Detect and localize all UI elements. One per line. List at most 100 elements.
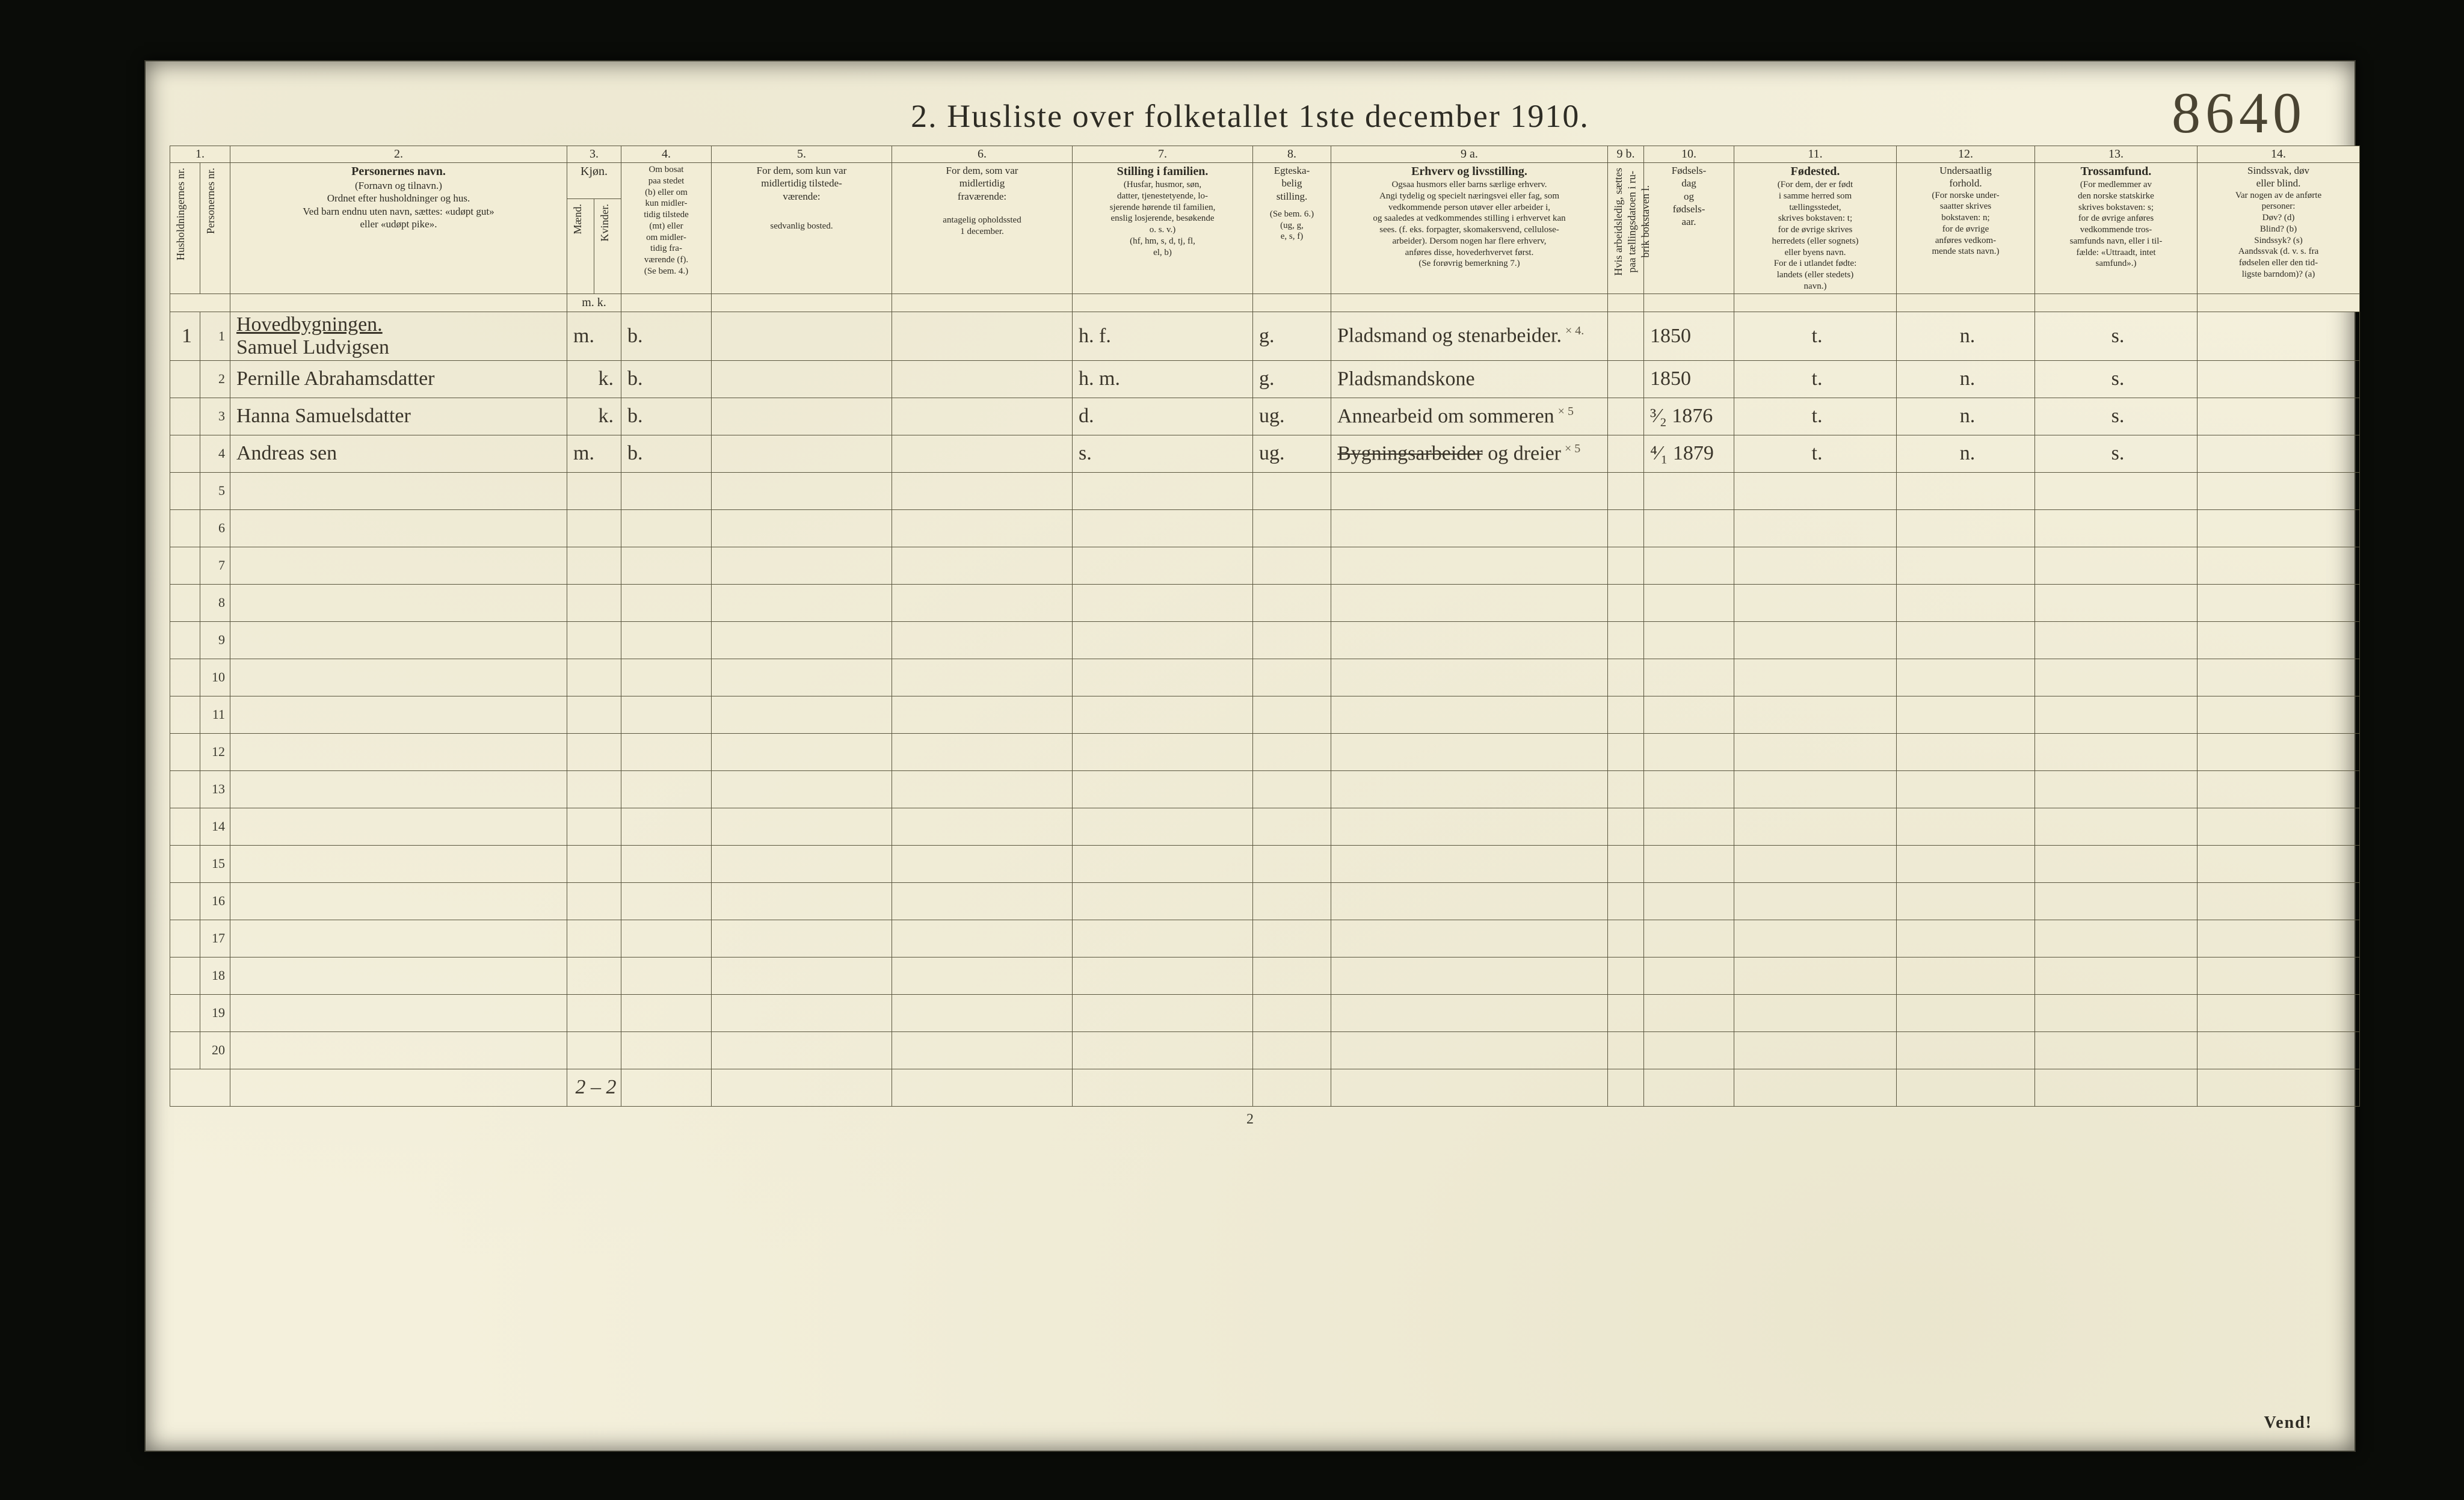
colnum-7: 7. bbox=[1073, 146, 1253, 163]
cell-c14 bbox=[2198, 398, 2360, 435]
column-header-row: Husholdningernes nr. Personernes nr. Per… bbox=[170, 163, 2360, 199]
cell-res: b. bbox=[621, 312, 712, 360]
table-row: 5 bbox=[170, 472, 2360, 509]
cell-hh: 1 bbox=[170, 312, 200, 360]
cell-marital: g. bbox=[1253, 360, 1331, 398]
footer-page-number: 2 bbox=[170, 1111, 2330, 1128]
column-header-row-3: m. k. bbox=[170, 294, 2360, 312]
cell-rownum: 2 bbox=[200, 360, 230, 398]
table-row: 8 bbox=[170, 584, 2360, 621]
cell-birthplace: t. bbox=[1734, 360, 1897, 398]
table-row: 12 bbox=[170, 733, 2360, 770]
cell-c5 bbox=[712, 435, 892, 472]
data-rows: 1 1 Hovedbygningen. Samuel Ludvigsen m. … bbox=[170, 312, 2360, 1106]
header-disability: Sindssvak, døv eller blind. Var nogen av… bbox=[2198, 163, 2360, 294]
cell-birth: 1850 bbox=[1644, 360, 1734, 398]
cell-name: Andreas sen bbox=[230, 435, 567, 472]
colnum-10: 10. bbox=[1644, 146, 1734, 163]
sum-row: 2 – 2 bbox=[170, 1069, 2360, 1106]
cell-birth: ⁴⁄₁ 1879 bbox=[1644, 435, 1734, 472]
cell-marital: ug. bbox=[1253, 398, 1331, 435]
header-residence: Om bosat paa stedet (b) eller om kun mid… bbox=[621, 163, 712, 294]
cell-res: b. bbox=[621, 360, 712, 398]
table-row: 4 Andreas sen m. b. s. ug. Bygningsarbei… bbox=[170, 435, 2360, 472]
table-row: 15 bbox=[170, 845, 2360, 882]
colnum-12: 12. bbox=[1897, 146, 2035, 163]
cell-occupation: Pladsmandskone bbox=[1331, 360, 1608, 398]
cell-sex: k. bbox=[567, 360, 621, 398]
table-row: 16 bbox=[170, 882, 2360, 920]
cell-nationality: n. bbox=[1897, 312, 2035, 360]
census-paper: 8640 2. Husliste over folketallet 1ste d… bbox=[144, 60, 2356, 1452]
page-title: 2. Husliste over folketallet 1ste decemb… bbox=[170, 97, 2330, 135]
cell-birthplace: t. bbox=[1734, 398, 1897, 435]
cell-nationality: n. bbox=[1897, 360, 2035, 398]
cell-sex: m. bbox=[567, 312, 621, 360]
cell-c9b bbox=[1608, 435, 1644, 472]
cell-faith: s. bbox=[2035, 435, 2198, 472]
cell-res: b. bbox=[621, 435, 712, 472]
colnum-5: 5. bbox=[712, 146, 892, 163]
cell-hh bbox=[170, 360, 200, 398]
cell-rownum: 3 bbox=[200, 398, 230, 435]
table-row: 17 bbox=[170, 920, 2360, 957]
cell-c6 bbox=[892, 435, 1073, 472]
table-row: 1 1 Hovedbygningen. Samuel Ludvigsen m. … bbox=[170, 312, 2360, 360]
table-row: 10 bbox=[170, 659, 2360, 696]
column-number-row: 1. 2. 3. 4. 5. 6. 7. 8. 9 a. 9 b. 10. 11… bbox=[170, 146, 2360, 163]
census-table: 1. 2. 3. 4. 5. 6. 7. 8. 9 a. 9 b. 10. 11… bbox=[170, 146, 2360, 1107]
cell-c6 bbox=[892, 398, 1073, 435]
cell-c9b bbox=[1608, 398, 1644, 435]
cell-occupation: Bygningsarbeider og dreier× 5 bbox=[1331, 435, 1608, 472]
cell-rownum: 4 bbox=[200, 435, 230, 472]
header-nationality: Undersaatlig forhold. (For norske under-… bbox=[1897, 163, 2035, 294]
cell-c5 bbox=[712, 312, 892, 360]
table-row: 9 bbox=[170, 621, 2360, 659]
cell-occupation: Pladsmand og stenarbeider.× 4. bbox=[1331, 312, 1608, 360]
cell-occupation: Annearbeid om sommeren× 5 bbox=[1331, 398, 1608, 435]
colnum-1: 1. bbox=[170, 146, 230, 163]
table-row: 18 bbox=[170, 957, 2360, 994]
header-temp-present: For dem, som kun var midlertidig tilsted… bbox=[712, 163, 892, 294]
cell-sex: k. bbox=[567, 398, 621, 435]
header-temp-absent: For dem, som var midlertidig fraværende:… bbox=[892, 163, 1073, 294]
header-name: Personernes navn. (Fornavn og tilnavn.) … bbox=[230, 163, 567, 294]
cell-c14 bbox=[2198, 360, 2360, 398]
header-household-no: Husholdningernes nr. bbox=[170, 163, 200, 294]
cell-c5 bbox=[712, 360, 892, 398]
colnum-14: 14. bbox=[2198, 146, 2360, 163]
cell-faith: s. bbox=[2035, 398, 2198, 435]
colnum-13: 13. bbox=[2035, 146, 2198, 163]
colnum-6: 6. bbox=[892, 146, 1073, 163]
header-unemployed: Hvis arbeidsledig, sættes paa tællingsda… bbox=[1608, 163, 1644, 294]
colnum-9b: 9 b. bbox=[1608, 146, 1644, 163]
cell-birth: ³⁄₂ 1876 bbox=[1644, 398, 1734, 435]
cell-birthplace: t. bbox=[1734, 312, 1897, 360]
cell-name: Hanna Samuelsdatter bbox=[230, 398, 567, 435]
cell-name: Hovedbygningen. Samuel Ludvigsen bbox=[230, 312, 567, 360]
cell-nationality: n. bbox=[1897, 398, 2035, 435]
cell-name: Pernille Abrahamsdatter bbox=[230, 360, 567, 398]
table-row: 19 bbox=[170, 994, 2360, 1031]
cell-hh bbox=[170, 435, 200, 472]
colnum-9a: 9 a. bbox=[1331, 146, 1608, 163]
cell-c14 bbox=[2198, 435, 2360, 472]
cell-famrole: h. f. bbox=[1073, 312, 1253, 360]
cell-faith: s. bbox=[2035, 312, 2198, 360]
cell-famrole: d. bbox=[1073, 398, 1253, 435]
vend-label: Vend! bbox=[2264, 1413, 2312, 1433]
cell-birthplace: t. bbox=[1734, 435, 1897, 472]
cell-birth: 1850 bbox=[1644, 312, 1734, 360]
table-row: 2 Pernille Abrahamsdatter k. b. h. m. g.… bbox=[170, 360, 2360, 398]
header-marital: Egteska- belig stilling. (Se bem. 6.) (u… bbox=[1253, 163, 1331, 294]
table-row: 13 bbox=[170, 770, 2360, 808]
cell-faith: s. bbox=[2035, 360, 2198, 398]
cell-c9b bbox=[1608, 360, 1644, 398]
page-wrap: 8640 2. Husliste over folketallet 1ste d… bbox=[0, 0, 2464, 1500]
header-sex-k: Kvinder. bbox=[594, 198, 621, 294]
header-faith: Trossamfund. (For medlemmer av den norsk… bbox=[2035, 163, 2198, 294]
cell-nationality: n. bbox=[1897, 435, 2035, 472]
colnum-3: 3. bbox=[567, 146, 621, 163]
header-person-no: Personernes nr. bbox=[200, 163, 230, 294]
cell-rownum: 1 bbox=[200, 312, 230, 360]
